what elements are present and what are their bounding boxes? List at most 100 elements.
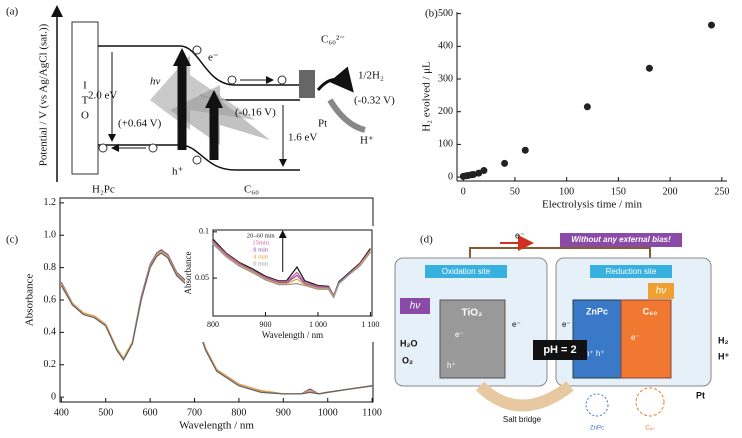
y-tick-label: 200 [438, 106, 453, 117]
lumo-line [98, 45, 300, 86]
x-tick-label: 150 [611, 186, 626, 197]
label: hν [410, 301, 421, 312]
label: e⁻ [631, 333, 640, 342]
label: h⁺ [172, 166, 184, 178]
electron [227, 75, 237, 85]
znpc-structure [585, 393, 609, 417]
y-tick-label: 0 [448, 171, 453, 182]
label: ZnPc [586, 306, 608, 316]
data-point [645, 64, 653, 72]
label: Without any external bias! [571, 235, 671, 244]
ito-letter: T [82, 95, 89, 107]
x-tick-label: 800 [207, 320, 219, 329]
label: e⁻ [208, 52, 219, 64]
axis-label: Potential / V (vs Ag/AgCl (sat.)) [38, 23, 50, 166]
x-tick-label: 800 [231, 407, 246, 418]
x-tick-label: 900 [259, 320, 271, 329]
y-tick-label: 1.0 [44, 230, 57, 241]
x-tick-label: 200 [663, 186, 678, 197]
label: H⁺ [718, 351, 729, 361]
x-tick-label: 50 [510, 186, 520, 197]
x-tick-label: 1 100 [361, 320, 379, 329]
label: O₂ [402, 355, 413, 365]
data-point [707, 21, 715, 29]
znpc-electrode [572, 299, 622, 379]
panel-d: (d) e⁻ Without any external bias! Oxidat… [394, 230, 729, 432]
pt-electrode [299, 70, 315, 98]
legend-entry: 0 min [253, 260, 269, 267]
x-tick-label: 0 [461, 186, 466, 197]
data-line [212, 241, 371, 299]
hole [98, 143, 108, 153]
label: hν [150, 76, 161, 88]
x-tick-label: 1100 [362, 407, 382, 418]
light-box [648, 283, 674, 299]
electron [192, 45, 202, 55]
legend-entry: 8 min [253, 246, 269, 253]
y-axis-label: Absorbance [24, 274, 36, 327]
y-tick-label: 1.2 [44, 197, 57, 208]
y-tick-label: 0.4 [44, 327, 57, 338]
x-tick-label: 250 [714, 186, 729, 197]
plot-frame [212, 229, 373, 317]
x-tick-label: 1 000 [309, 320, 327, 329]
c60-structure [635, 387, 665, 417]
label: 2.0 eV [88, 90, 117, 102]
y-tick-label: 0 [51, 391, 56, 402]
salt-bridge [475, 381, 574, 412]
y-tick-label: 0.6 [44, 294, 57, 305]
x-tick-label: 400 [54, 407, 69, 418]
data-point [480, 167, 488, 175]
label: e⁻ [455, 330, 464, 339]
bias-box [560, 233, 682, 247]
x-tick-label: 900 [276, 407, 291, 418]
label: C₆₀ [244, 184, 259, 196]
panel-label: (b) [425, 8, 438, 20]
x-tick-label: 500 [98, 407, 113, 418]
x-tick-label: 100 [559, 186, 574, 197]
label: e⁻ [515, 230, 525, 240]
hole [192, 155, 202, 165]
y-tick-label: 300 [438, 73, 453, 84]
label: H₂ [718, 335, 729, 345]
x-axis-label: Wavelength / nm [262, 330, 323, 340]
ito-letter: I [83, 80, 87, 92]
panel-label: (d) [420, 234, 433, 246]
site-box [425, 265, 507, 278]
label: (-0.32 V) [354, 95, 395, 107]
ph-box [533, 340, 587, 360]
data-line [60, 252, 373, 395]
y-tick-label: 500 [438, 8, 453, 19]
y-tick-label: 100 [438, 139, 453, 150]
data-line [60, 250, 373, 395]
y-tick-label: 400 [438, 41, 453, 52]
arrowhead [173, 48, 191, 66]
y-tick-label: 0.8 [44, 262, 57, 273]
label: C₆₀²⁻ [321, 34, 345, 46]
label: ZnPc [590, 426, 604, 432]
reaction-arrow [327, 98, 366, 133]
label: hν [656, 286, 667, 297]
y-axis-label: H₂ evolved / μL [421, 61, 433, 132]
reaction-arrow [316, 66, 354, 93]
data-point [501, 159, 509, 167]
label: e⁻ [562, 320, 571, 329]
label: pH = 2 [543, 344, 576, 356]
label: Reduction site [606, 267, 657, 276]
label: 1/2H₂ [358, 70, 384, 82]
electron [277, 75, 287, 85]
legend-entry: 20–60 min [247, 232, 276, 239]
y-tick-label: 0.1 [199, 227, 209, 236]
label: H₂O [400, 338, 418, 348]
light-box [400, 298, 430, 314]
data-point [521, 146, 529, 154]
ito-letter: O [81, 110, 89, 122]
label: Salt bridge [503, 415, 542, 424]
label: e⁻ [512, 320, 521, 329]
label: h⁺ h⁺ [585, 349, 605, 358]
tio2-electrode [439, 299, 506, 379]
panel-a: (a) Potential / V (vs Ag/AgCl (sat.)) I … [6, 5, 395, 196]
x-axis-label: Wavelength / nm [179, 420, 254, 432]
label: C₆₀ [643, 306, 658, 316]
